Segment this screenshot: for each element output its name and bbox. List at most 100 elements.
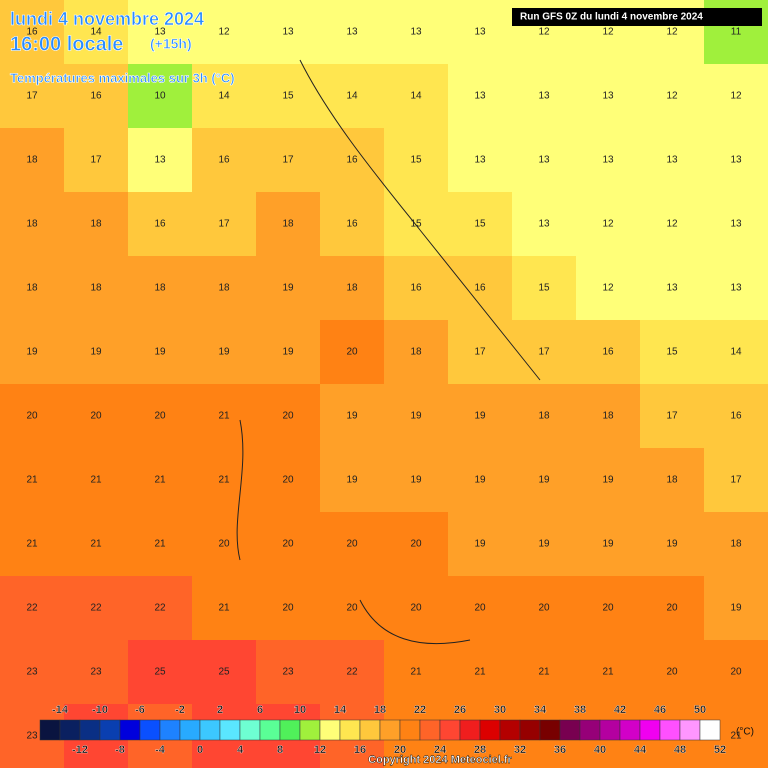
temp-value: 20 xyxy=(90,411,102,422)
temp-value: 19 xyxy=(26,347,38,358)
temp-cell xyxy=(384,0,449,65)
temp-cell xyxy=(320,64,385,129)
scale-label: -10 xyxy=(92,704,108,716)
temp-value: 12 xyxy=(666,219,678,230)
temp-value: 23 xyxy=(26,731,38,742)
temp-value: 20 xyxy=(346,347,358,358)
scale-swatch xyxy=(399,719,421,741)
temp-value: 15 xyxy=(538,283,550,294)
temp-value: 21 xyxy=(90,475,102,486)
temp-cell xyxy=(128,448,193,513)
scale-label: 22 xyxy=(414,704,426,716)
temp-cell xyxy=(448,448,513,513)
temp-cell xyxy=(0,64,65,129)
temp-cell xyxy=(64,640,129,705)
temp-value: 12 xyxy=(666,91,678,102)
temp-cell xyxy=(256,448,321,513)
scale-label: 42 xyxy=(614,704,626,716)
temp-value: 21 xyxy=(730,731,742,742)
temp-cell xyxy=(640,448,705,513)
scale-swatch xyxy=(659,719,681,741)
temp-cell xyxy=(256,64,321,129)
scale-swatch xyxy=(579,719,601,741)
temp-value: 21 xyxy=(154,475,166,486)
scale-label: -12 xyxy=(72,744,88,756)
temp-cell xyxy=(512,320,577,385)
temp-value: 19 xyxy=(154,347,166,358)
temp-cell xyxy=(704,128,768,193)
temp-cell xyxy=(192,128,257,193)
temp-cell xyxy=(384,576,449,641)
temp-cell xyxy=(64,0,129,65)
scale-swatch xyxy=(259,719,281,741)
temp-value: 15 xyxy=(410,219,422,230)
temp-value: 19 xyxy=(602,539,614,550)
temp-cell xyxy=(640,512,705,577)
temp-cell xyxy=(192,0,257,65)
scale-label: 50 xyxy=(694,704,706,716)
temp-value: 13 xyxy=(602,155,614,166)
temp-value: 18 xyxy=(538,411,550,422)
scale-swatch xyxy=(639,719,661,741)
temp-cell xyxy=(192,256,257,321)
temp-value: 13 xyxy=(474,91,486,102)
temp-cell xyxy=(192,64,257,129)
temp-value: 18 xyxy=(90,219,102,230)
date: lundi 4 novembre 2024 xyxy=(10,9,204,29)
temp-value: 16 xyxy=(602,347,614,358)
run-info: Run GFS 0Z du lundi 4 novembre 2024 xyxy=(520,12,703,23)
temp-cell xyxy=(640,576,705,641)
temp-value: 18 xyxy=(26,219,38,230)
temp-value: 17 xyxy=(666,411,678,422)
scale-label: -8 xyxy=(115,744,125,756)
temp-cell xyxy=(640,256,705,321)
temp-value: 17 xyxy=(538,347,550,358)
temp-cell xyxy=(128,512,193,577)
scale-label: 12 xyxy=(314,744,326,756)
temp-value: 14 xyxy=(730,347,742,358)
temp-cell xyxy=(320,128,385,193)
temp-cell xyxy=(704,320,768,385)
temp-value: 20 xyxy=(282,411,294,422)
scale-swatch xyxy=(59,719,81,741)
scale-swatch xyxy=(439,719,461,741)
temp-cell xyxy=(320,256,385,321)
scale-swatch xyxy=(519,719,541,741)
temp-value: 13 xyxy=(538,219,550,230)
temp-cell xyxy=(576,256,641,321)
temp-cell xyxy=(512,512,577,577)
offset: (+15h) xyxy=(150,36,192,52)
scale-label: 16 xyxy=(354,744,366,756)
temp-cell xyxy=(512,192,577,257)
scale-swatch xyxy=(219,719,241,741)
temp-cell xyxy=(192,384,257,449)
scale-label: 44 xyxy=(634,744,647,756)
temp-cell xyxy=(128,192,193,257)
scale-swatch xyxy=(359,719,381,741)
scale-label: 32 xyxy=(514,744,526,756)
temp-value: 13 xyxy=(602,91,614,102)
temp-value: 21 xyxy=(26,475,38,486)
temp-value: 19 xyxy=(730,603,742,614)
temp-value: 13 xyxy=(538,91,550,102)
scale-swatch xyxy=(339,719,361,741)
temp-value: 17 xyxy=(282,155,294,166)
temp-value: 18 xyxy=(666,475,678,486)
temp-value: 13 xyxy=(410,27,422,38)
scale-label: 48 xyxy=(674,744,686,756)
temp-value: 14 xyxy=(346,91,358,102)
temp-cell xyxy=(64,576,129,641)
temp-value: 16 xyxy=(474,283,486,294)
temp-cell xyxy=(128,640,193,705)
temp-value: 16 xyxy=(154,219,166,230)
temp-cell xyxy=(576,640,641,705)
scale-swatch xyxy=(139,719,161,741)
subtitle: Températures maximales sur 3h (°C) xyxy=(10,70,235,85)
scale-swatch xyxy=(619,719,641,741)
temp-cell xyxy=(0,448,65,513)
temp-cell xyxy=(256,640,321,705)
temp-value: 18 xyxy=(26,155,38,166)
temp-cell xyxy=(704,384,768,449)
temp-value: 19 xyxy=(282,347,294,358)
temp-value: 11 xyxy=(731,27,742,38)
